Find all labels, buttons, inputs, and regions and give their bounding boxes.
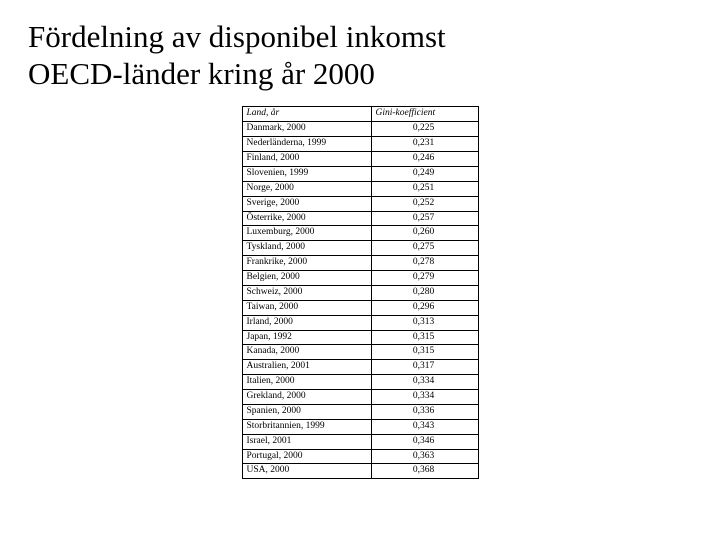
cell-gini: 0,252 — [371, 196, 478, 211]
cell-gini: 0,334 — [371, 375, 478, 390]
table-row: Japan, 19920,315 — [242, 330, 478, 345]
cell-gini: 0,260 — [371, 226, 478, 241]
table-row: Tyskland, 20000,275 — [242, 241, 478, 256]
table-row: Israel, 20010,346 — [242, 434, 478, 449]
cell-gini: 0,313 — [371, 315, 478, 330]
gini-table: Land, år Gini-koefficient Danmark, 20000… — [242, 106, 479, 479]
cell-country: Schweiz, 2000 — [242, 285, 371, 300]
table-row: Kanada, 20000,315 — [242, 345, 478, 360]
cell-country: Tyskland, 2000 — [242, 241, 371, 256]
table-row: Australien, 20010,317 — [242, 360, 478, 375]
table-row: Luxemburg, 20000,260 — [242, 226, 478, 241]
slide-title: Fördelning av disponibel inkomst OECD-lä… — [28, 18, 692, 92]
cell-country: Finland, 2000 — [242, 152, 371, 167]
table-row: Irland, 20000,313 — [242, 315, 478, 330]
cell-country: Israel, 2001 — [242, 434, 371, 449]
table-row: Finland, 20000,246 — [242, 152, 478, 167]
cell-country: Japan, 1992 — [242, 330, 371, 345]
table-row: Sverige, 20000,252 — [242, 196, 478, 211]
table-row: Norge, 20000,251 — [242, 181, 478, 196]
cell-country: Danmark, 2000 — [242, 122, 371, 137]
cell-gini: 0,315 — [371, 345, 478, 360]
cell-country: Grekland, 2000 — [242, 390, 371, 405]
cell-gini: 0,246 — [371, 152, 478, 167]
cell-gini: 0,257 — [371, 211, 478, 226]
cell-gini: 0,315 — [371, 330, 478, 345]
cell-country: Irland, 2000 — [242, 315, 371, 330]
table-row: Storbritannien, 19990,343 — [242, 419, 478, 434]
cell-country: Sverige, 2000 — [242, 196, 371, 211]
cell-country: Luxemburg, 2000 — [242, 226, 371, 241]
cell-country: Spanien, 2000 — [242, 404, 371, 419]
cell-country: Kanada, 2000 — [242, 345, 371, 360]
cell-gini: 0,278 — [371, 256, 478, 271]
slide: Fördelning av disponibel inkomst OECD-lä… — [0, 0, 720, 540]
cell-gini: 0,336 — [371, 404, 478, 419]
table-row: Danmark, 20000,225 — [242, 122, 478, 137]
cell-gini: 0,251 — [371, 181, 478, 196]
col-header-gini: Gini-koefficient — [371, 107, 478, 122]
table-row: Portugal, 20000,363 — [242, 449, 478, 464]
table-row: Taiwan, 20000,296 — [242, 300, 478, 315]
cell-country: Taiwan, 2000 — [242, 300, 371, 315]
table-body: Danmark, 20000,225Nederländerna, 19990,2… — [242, 122, 478, 479]
cell-gini: 0,275 — [371, 241, 478, 256]
table-row: Nederländerna, 19990,231 — [242, 137, 478, 152]
table-row: Frankrike, 20000,278 — [242, 256, 478, 271]
table-header-row: Land, år Gini-koefficient — [242, 107, 478, 122]
table-container: Land, år Gini-koefficient Danmark, 20000… — [28, 106, 692, 479]
table-row: Belgien, 20000,279 — [242, 271, 478, 286]
cell-gini: 0,363 — [371, 449, 478, 464]
cell-gini: 0,368 — [371, 464, 478, 479]
cell-gini: 0,343 — [371, 419, 478, 434]
cell-country: Nederländerna, 1999 — [242, 137, 371, 152]
title-line-1: Fördelning av disponibel inkomst — [28, 19, 446, 54]
cell-country: Portugal, 2000 — [242, 449, 371, 464]
cell-gini: 0,346 — [371, 434, 478, 449]
cell-gini: 0,279 — [371, 271, 478, 286]
table-row: Italien, 20000,334 — [242, 375, 478, 390]
cell-country: USA, 2000 — [242, 464, 371, 479]
cell-country: Storbritannien, 1999 — [242, 419, 371, 434]
cell-country: Belgien, 2000 — [242, 271, 371, 286]
cell-country: Slovenien, 1999 — [242, 166, 371, 181]
cell-country: Frankrike, 2000 — [242, 256, 371, 271]
cell-gini: 0,280 — [371, 285, 478, 300]
cell-gini: 0,225 — [371, 122, 478, 137]
cell-gini: 0,296 — [371, 300, 478, 315]
cell-gini: 0,317 — [371, 360, 478, 375]
cell-gini: 0,249 — [371, 166, 478, 181]
table-row: Grekland, 20000,334 — [242, 390, 478, 405]
cell-gini: 0,334 — [371, 390, 478, 405]
cell-country: Australien, 2001 — [242, 360, 371, 375]
table-row: Österrike, 20000,257 — [242, 211, 478, 226]
cell-country: Norge, 2000 — [242, 181, 371, 196]
table-row: Spanien, 20000,336 — [242, 404, 478, 419]
cell-country: Italien, 2000 — [242, 375, 371, 390]
cell-gini: 0,231 — [371, 137, 478, 152]
cell-country: Österrike, 2000 — [242, 211, 371, 226]
table-row: Schweiz, 20000,280 — [242, 285, 478, 300]
table-row: Slovenien, 19990,249 — [242, 166, 478, 181]
title-line-2: OECD-länder kring år 2000 — [28, 56, 375, 91]
table-row: USA, 20000,368 — [242, 464, 478, 479]
col-header-country: Land, år — [242, 107, 371, 122]
